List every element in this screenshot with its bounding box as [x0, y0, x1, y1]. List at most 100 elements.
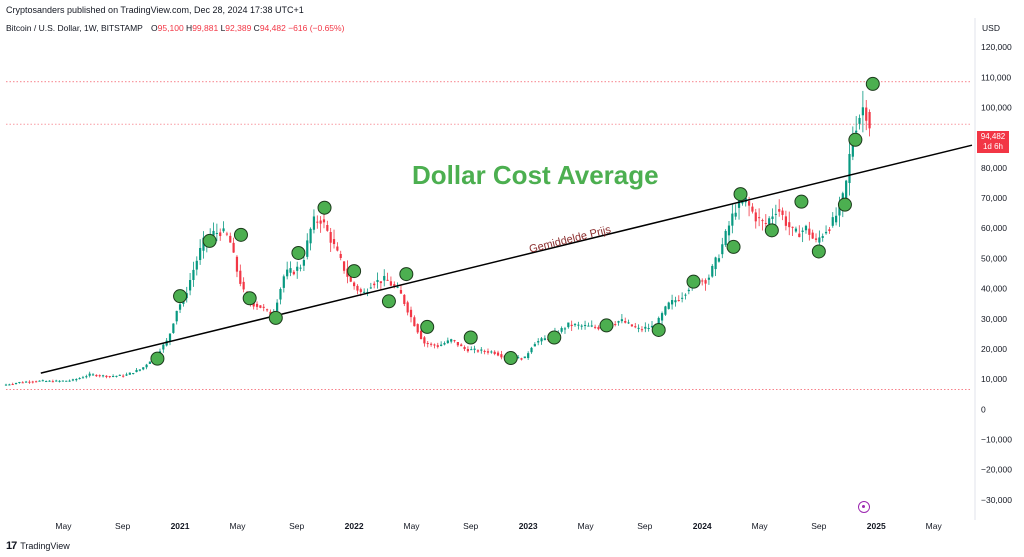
candle-body [573, 324, 577, 326]
candle-body [446, 340, 449, 344]
close-label: C [253, 23, 260, 33]
last-price-tag: 94,482 1d 6h [977, 131, 1009, 153]
candle-body [322, 219, 326, 223]
candle-body [122, 375, 125, 377]
symbol-name: Bitcoin / U.S. Dollar, 1W, BITSTAMP [6, 23, 143, 33]
currency-label[interactable]: USD [982, 23, 1000, 33]
candle-body [88, 373, 91, 376]
candle-body [801, 230, 804, 232]
dca-marker [347, 264, 362, 279]
candle-body [845, 180, 848, 199]
open-value: 95,100 [157, 23, 184, 33]
candle-body [306, 240, 309, 257]
candle-body [476, 350, 480, 352]
candle-body [567, 322, 570, 328]
candle-body [316, 221, 319, 223]
x-tick-label: 2025 [867, 521, 886, 531]
candle-body [423, 337, 426, 344]
candle-body [811, 232, 814, 239]
candle-body [98, 375, 101, 377]
x-tick-label: 2022 [345, 521, 364, 531]
candle-body [660, 313, 664, 321]
candle-body [443, 343, 446, 345]
candle-body [101, 375, 105, 377]
candle-body [496, 352, 500, 356]
candle-body [429, 343, 433, 345]
dca-marker [381, 294, 396, 309]
time-axis[interactable]: May Sep 2021 May Sep 2022 May Sep 2023 May Sep 2024… [55, 521, 942, 531]
candle-body [828, 229, 831, 232]
candle-body [717, 258, 721, 262]
candle-body [687, 289, 690, 292]
candle-body [751, 206, 754, 212]
candle-body [808, 228, 811, 235]
average-price-trendline[interactable] [40, 144, 973, 374]
candle-body [262, 306, 265, 308]
target-icon[interactable] [858, 501, 870, 513]
candle-body [460, 344, 463, 347]
candle-body [764, 222, 767, 224]
dca-marker [420, 319, 435, 334]
candle-body [835, 215, 838, 223]
candle-body [644, 326, 647, 329]
candle-body [95, 374, 98, 377]
footer: 17 TradingView [6, 540, 70, 552]
candle-body [252, 302, 255, 307]
candle-body [737, 198, 741, 208]
candle-body [838, 202, 841, 216]
candle-body [4, 384, 8, 386]
candle-body [540, 338, 543, 342]
candle-body [670, 300, 674, 305]
candle-body [674, 300, 677, 303]
y-tick-label: 100,000 [981, 102, 1012, 112]
candle-body [35, 381, 38, 383]
candle-body [192, 269, 195, 281]
candle-body [292, 271, 295, 275]
dca-marker [733, 187, 748, 202]
candle-body [594, 326, 597, 328]
candle-body [480, 349, 483, 351]
dca-marker [837, 197, 852, 212]
candle-body [48, 380, 51, 382]
candle-body [778, 209, 781, 212]
trendline[interactable] [40, 144, 973, 374]
candle-body [81, 377, 85, 379]
x-tick-label: Sep [637, 521, 652, 531]
candle-body [537, 341, 540, 343]
candle-body [125, 374, 128, 376]
y-tick-label: 70,000 [981, 193, 1007, 203]
candle-body [396, 286, 399, 288]
candle-body [848, 153, 851, 184]
candle-body [353, 282, 356, 287]
candle-body [473, 348, 476, 350]
candle-body [393, 284, 396, 287]
candle-body [754, 212, 757, 222]
candle-body [433, 344, 436, 346]
y-tick-label: 110,000 [981, 72, 1011, 82]
candle-body [861, 107, 864, 116]
candle-body [634, 326, 637, 328]
candle-body [8, 384, 11, 386]
candle-body [470, 349, 473, 351]
candle-body [336, 246, 339, 251]
candle-body [774, 213, 777, 215]
candle-body [406, 302, 409, 313]
candle-body [647, 327, 650, 329]
last-price: 94,482 [980, 132, 1006, 141]
candle-body [413, 317, 416, 327]
candle-body [105, 375, 108, 378]
dca-marker [726, 239, 741, 254]
price-axis[interactable]: 120,000110,000100,00090,00080,00070,0006… [974, 18, 1012, 520]
candle-body [543, 338, 546, 341]
candle-body [138, 369, 141, 371]
dca-markers [150, 76, 880, 366]
dca-marker [202, 233, 217, 248]
candle-body [299, 267, 302, 269]
candle-body [108, 376, 111, 378]
candle-body [630, 324, 634, 327]
candle-body [41, 380, 44, 382]
high-value: 99,881 [192, 23, 219, 33]
candle-body [232, 242, 235, 253]
y-tick-label: 120,000 [981, 42, 1012, 52]
